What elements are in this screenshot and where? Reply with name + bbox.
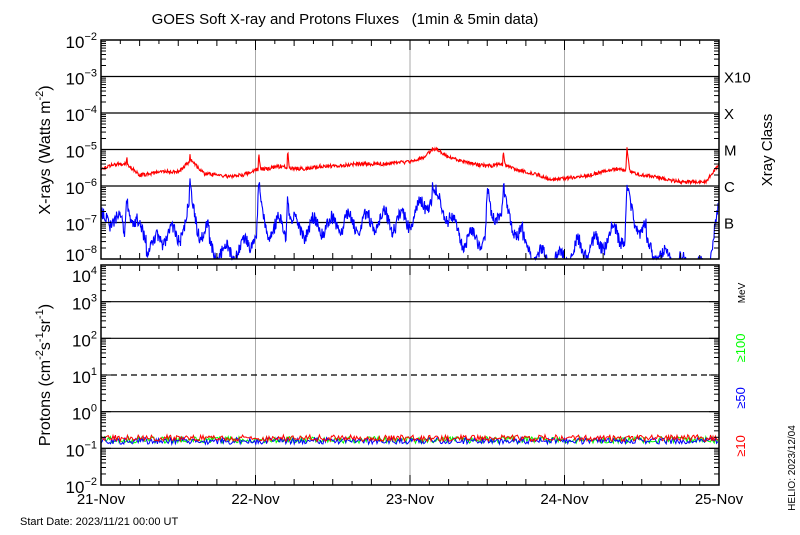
proton-series-line [100,435,719,447]
start-date: Start Date: 2023/11/21 00:00 UT [20,516,178,528]
proton-series-line [100,433,719,444]
xray-axis-label: X-rays (Watts m-2) [34,85,54,214]
y-tick-label: 10−2 [66,476,97,497]
x-tick-label: 24-Nov [540,491,589,508]
proton-panel-grid [101,265,719,485]
xray-class-label: X10 [724,70,751,87]
y-tick-label: 101 [72,366,97,387]
x-tick-label: 21-Nov [77,491,126,508]
legend-ge50: ≥50 [733,387,748,409]
xray-class-label: M [724,143,737,160]
proton-unit-label: MeV [737,282,748,303]
xray-class-axis-title: Xray Class [759,114,776,187]
xray-series-line-long [100,146,720,186]
x-tick-label: 22-Nov [231,491,280,508]
x-tick-label: 25-Nov [695,491,744,508]
y-tick-label: 10−6 [66,177,97,198]
y-tick-label: 103 [72,293,97,314]
y-tick-label: 10−4 [66,104,97,125]
y-tick-label: 104 [72,265,97,286]
xray-class-label: B [724,216,734,233]
y-tick-label: 10−2 [66,31,97,52]
xray-class-label: X [724,106,734,123]
chart-title: GOES Soft X-ray and Protons Fluxes (1min… [152,11,539,28]
xray-series-line-short [100,178,720,262]
y-tick-label: 100 [72,403,97,424]
y-tick-label: 10−5 [66,141,97,162]
y-tick-label: 10−3 [66,68,97,89]
xray-series [100,146,720,262]
y-tick-label: 10−1 [66,439,97,460]
y-tick-label: 10−8 [66,244,97,265]
proton-series [100,433,719,447]
y-tick-label: 10−7 [66,214,97,235]
xray-class-label: C [724,179,735,196]
legend-ge100: ≥100 [733,334,748,363]
axis-labels: 10−8 10−7 10−6 10−5 10−4 10−3 10−2 10−2 10−1 100 1… [66,31,751,508]
xray-panel-grid [101,40,719,259]
helio-stamp: HELIO: 2023/12/04 [787,425,798,511]
x-tick-label: 23-Nov [386,491,435,508]
proton-axis-label: Protons (cm-2s-1sr-1) [34,304,54,446]
legend-ge10: ≥10 [733,435,748,457]
axis-ticks [100,39,720,486]
y-tick-label: 102 [72,329,97,350]
